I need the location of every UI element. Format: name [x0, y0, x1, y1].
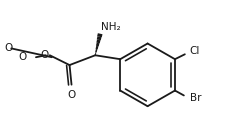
- Text: O: O: [40, 50, 49, 60]
- Text: Cl: Cl: [189, 46, 199, 56]
- Text: O: O: [4, 43, 12, 53]
- Text: O: O: [67, 89, 75, 100]
- Text: O: O: [19, 52, 27, 62]
- Text: Br: Br: [189, 93, 200, 103]
- Text: NH₂: NH₂: [101, 22, 120, 32]
